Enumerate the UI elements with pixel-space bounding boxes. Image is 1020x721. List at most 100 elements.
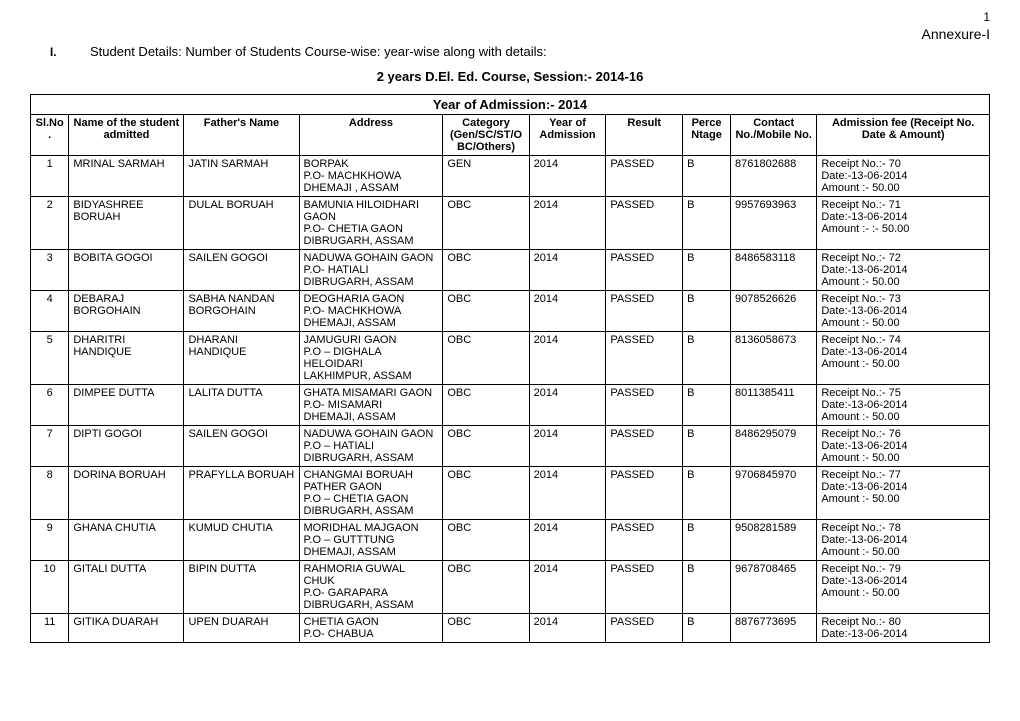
cell-result: PASSED [606,520,683,561]
cell-year: 2014 [529,156,606,197]
cell-address: CHANGMAI BORUAH PATHER GAONP.O – CHETIA … [299,467,443,520]
cell-father: JATIN SARMAH [184,156,299,197]
cell-category: OBC [443,250,529,291]
table-row: 6DIMPEE DUTTALALITA DUTTAGHATA MISAMARI … [31,385,990,426]
cell-fee: Receipt No.:- 70Date:-13-06-2014Amount :… [817,156,990,197]
cell-fee: Receipt No.:- 76Date:-13-06-2014Amount :… [817,426,990,467]
column-header-row: Sl.No. Name of the student admitted Fath… [31,115,990,156]
cell-category: OBC [443,332,529,385]
cell-perc: B [683,332,731,385]
table-row: 7DIPTI GOGOISAILEN GOGOINADUWA GOHAIN GA… [31,426,990,467]
student-table: Year of Admission:- 2014 Sl.No. Name of … [30,94,990,643]
cell-contact: 8136058673 [731,332,817,385]
cell-result: PASSED [606,197,683,250]
cell-name: GITIKA DUARAH [69,614,184,643]
cell-fee: Receipt No.:- 78Date:-13-06-2014Amount :… [817,520,990,561]
cell-sl: 7 [31,426,69,467]
cell-result: PASSED [606,291,683,332]
cell-father: PRAFYLLA BORUAH [184,467,299,520]
cell-result: PASSED [606,467,683,520]
year-header-row: Year of Admission:- 2014 [31,95,990,115]
cell-address: GHATA MISAMARI GAONP.O- MISAMARIDHEMAJI,… [299,385,443,426]
cell-name: DHARITRI HANDIQUE [69,332,184,385]
cell-father: UPEN DUARAH [184,614,299,643]
table-row: 5DHARITRI HANDIQUEDHARANI HANDIQUEJAMUGU… [31,332,990,385]
cell-father: SAILEN GOGOI [184,426,299,467]
col-result: Result [606,115,683,156]
cell-perc: B [683,197,731,250]
cell-category: OBC [443,385,529,426]
cell-result: PASSED [606,426,683,467]
cell-name: DORINA BORUAH [69,467,184,520]
course-title: 2 years D.El. Ed. Course, Session:- 2014… [30,69,990,84]
cell-year: 2014 [529,197,606,250]
cell-perc: B [683,426,731,467]
cell-sl: 4 [31,291,69,332]
col-perc: Perce Ntage [683,115,731,156]
cell-sl: 8 [31,467,69,520]
cell-sl: 3 [31,250,69,291]
cell-perc: B [683,291,731,332]
col-address: Address [299,115,443,156]
cell-contact: 9508281589 [731,520,817,561]
cell-category: OBC [443,197,529,250]
col-category: Category (Gen/SC/ST/OBC/Others) [443,115,529,156]
cell-address: RAHMORIA GUWAL CHUKP.O- GARAPARADIBRUGAR… [299,561,443,614]
cell-name: DIMPEE DUTTA [69,385,184,426]
cell-contact: 9706845970 [731,467,817,520]
cell-contact: 9678708465 [731,561,817,614]
table-row: 10GITALI DUTTABIPIN DUTTARAHMORIA GUWAL … [31,561,990,614]
cell-address: CHETIA GAONP.O- CHABUA [299,614,443,643]
col-father: Father's Name [184,115,299,156]
cell-contact: 8761802688 [731,156,817,197]
cell-father: BIPIN DUTTA [184,561,299,614]
cell-name: DIPTI GOGOI [69,426,184,467]
cell-category: OBC [443,614,529,643]
cell-fee: Receipt No.:- 71Date:-13-06-2014Amount :… [817,197,990,250]
cell-fee: Receipt No.:- 75Date:-13-06-2014Amount :… [817,385,990,426]
cell-year: 2014 [529,467,606,520]
cell-fee: Receipt No.:- 74Date:-13-06-2014Amount :… [817,332,990,385]
table-row: 2BIDYASHREE BORUAHDULAL BORUAHBAMUNIA HI… [31,197,990,250]
cell-year: 2014 [529,426,606,467]
cell-category: GEN [443,156,529,197]
cell-category: OBC [443,467,529,520]
cell-father: DHARANI HANDIQUE [184,332,299,385]
cell-perc: B [683,614,731,643]
cell-category: OBC [443,561,529,614]
cell-sl: 1 [31,156,69,197]
section-text: Student Details: Number of Students Cour… [90,44,547,59]
cell-category: OBC [443,426,529,467]
cell-fee: Receipt No.:- 77Date:-13-06-2014Amount :… [817,467,990,520]
col-fee: Admission fee (Receipt No. Date & Amount… [817,115,990,156]
table-row: 9GHANA CHUTIAKUMUD CHUTIAMORIDHAL MAJGAO… [31,520,990,561]
cell-perc: B [683,385,731,426]
cell-father: SABHA NANDAN BORGOHAIN [184,291,299,332]
cell-name: GHANA CHUTIA [69,520,184,561]
cell-result: PASSED [606,385,683,426]
cell-fee: Receipt No.:- 73Date:-13-06-2014Amount :… [817,291,990,332]
cell-name: BOBITA GOGOI [69,250,184,291]
col-contact: Contact No./Mobile No. [731,115,817,156]
cell-father: SAILEN GOGOI [184,250,299,291]
cell-name: GITALI DUTTA [69,561,184,614]
cell-contact: 8486295079 [731,426,817,467]
table-row: 11GITIKA DUARAHUPEN DUARAHCHETIA GAONP.O… [31,614,990,643]
cell-sl: 10 [31,561,69,614]
cell-sl: 6 [31,385,69,426]
cell-year: 2014 [529,561,606,614]
cell-fee: Receipt No.:- 80Date:-13-06-2014 [817,614,990,643]
table-body: 1MRINAL SARMAHJATIN SARMAHBORPAKP.O- MAC… [31,156,990,643]
cell-father: KUMUD CHUTIA [184,520,299,561]
cell-address: MORIDHAL MAJGAONP.O – GUTTTUNGDHEMAJI, A… [299,520,443,561]
col-year: Year of Admission [529,115,606,156]
cell-address: NADUWA GOHAIN GAONP.O – HATIALIDIBRUGARH… [299,426,443,467]
table-row: 8DORINA BORUAHPRAFYLLA BORUAHCHANGMAI BO… [31,467,990,520]
col-sl: Sl.No. [31,115,69,156]
cell-result: PASSED [606,561,683,614]
cell-sl: 2 [31,197,69,250]
page-number: 1 [30,10,990,24]
cell-year: 2014 [529,520,606,561]
cell-sl: 9 [31,520,69,561]
page: 1 Annexure-I I. Student Details: Number … [0,0,1020,643]
